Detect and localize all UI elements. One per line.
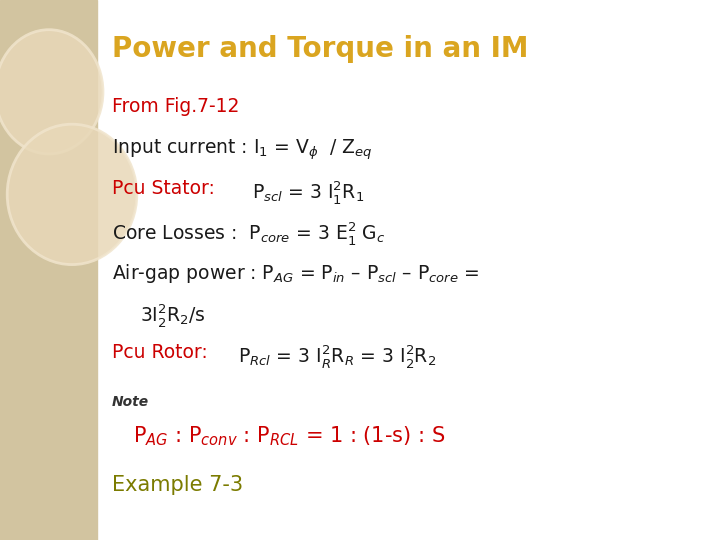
Text: Core Losses :  P$_{core}$ = 3 E$_1^2$ G$_c$: Core Losses : P$_{core}$ = 3 E$_1^2$ G$_…	[112, 220, 385, 247]
Text: From Fig.7-12: From Fig.7-12	[112, 97, 239, 116]
Bar	[0, 0, 97, 540]
Ellipse shape	[0, 30, 103, 154]
Text: P$_{Rcl}$ = 3 I$_R^2$R$_R$ = 3 I$_2^2$R$_2$: P$_{Rcl}$ = 3 I$_R^2$R$_R$ = 3 I$_2^2$R$…	[238, 343, 436, 370]
Text: Air-gap power : P$_{AG}$ = P$_{in}$ – P$_{scl}$ – P$_{core}$ =: Air-gap power : P$_{AG}$ = P$_{in}$ – P$…	[112, 262, 480, 285]
Text: Pcu Stator:: Pcu Stator:	[112, 179, 215, 198]
Text: Power and Torque in an IM: Power and Torque in an IM	[112, 35, 528, 63]
Ellipse shape	[7, 124, 137, 265]
Text: 3I$_2^2$R$_2$/s: 3I$_2^2$R$_2$/s	[140, 302, 207, 329]
Text: Note: Note	[112, 395, 149, 409]
Text: Input current : I$_1$ = V$_\phi$  / Z$_{eq}$: Input current : I$_1$ = V$_\phi$ / Z$_{e…	[112, 138, 372, 162]
Text: Example 7-3: Example 7-3	[112, 475, 243, 495]
Text: Pcu Rotor:: Pcu Rotor:	[112, 343, 207, 362]
Text: P$_{scl}$ = 3 I$_1^2$R$_1$: P$_{scl}$ = 3 I$_1^2$R$_1$	[252, 179, 364, 206]
Text: P$_{AG}$ : P$_{conv}$ : P$_{RCL}$ = 1 : (1-s) : S: P$_{AG}$ : P$_{conv}$ : P$_{RCL}$ = 1 : …	[133, 424, 446, 448]
